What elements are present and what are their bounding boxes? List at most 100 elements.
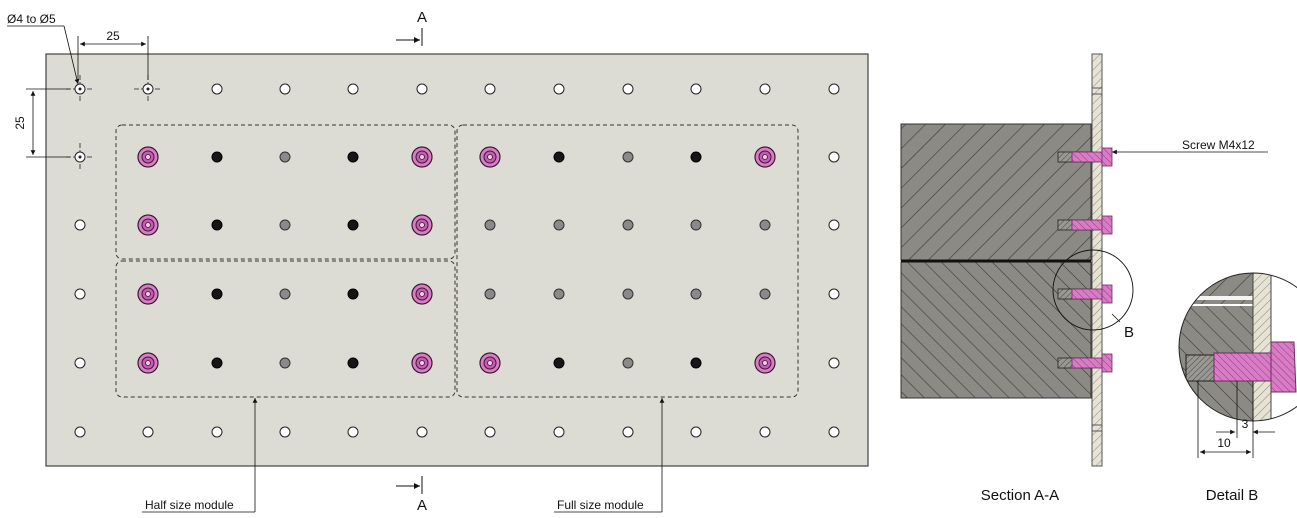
mounting-hole <box>142 426 154 438</box>
hole-diameter-note: Ø4 to Ø5 <box>7 12 56 26</box>
mounting-hole <box>416 83 428 95</box>
half-size-module-upper <box>115 124 456 260</box>
mounting-hole <box>74 426 86 438</box>
dimension-hole-diameter: Ø4 to Ø5 <box>7 12 80 85</box>
locating-hole <box>553 288 565 300</box>
threaded-hole <box>553 151 565 163</box>
threaded-hole <box>347 357 359 369</box>
mounting-hole <box>828 357 840 369</box>
mounting-hole <box>484 83 496 95</box>
locating-hole <box>279 151 291 163</box>
locating-hole <box>622 151 634 163</box>
locating-hole <box>690 288 702 300</box>
screw-head <box>137 283 159 305</box>
mounting-hole <box>828 219 840 231</box>
screw-head <box>411 283 433 305</box>
locating-hole <box>279 288 291 300</box>
dimension-vertical-pitch: 25 <box>13 88 70 158</box>
detail-screw-head <box>1270 341 1297 393</box>
half-size-module-callout: Half size module <box>142 398 258 513</box>
section-marker-bottom-label: A <box>417 497 427 514</box>
detail-screw-shank <box>1213 352 1275 382</box>
screw-label: Screw M4x12 <box>1182 138 1255 152</box>
threaded-hole <box>211 219 223 231</box>
threaded-hole <box>211 151 223 163</box>
mounting-hole <box>759 426 771 438</box>
mounting-hole <box>622 83 634 95</box>
section-view: B Screw M4x12 Section A-A <box>900 53 1268 504</box>
section-marker-top-label: A <box>417 9 427 26</box>
mounting-hole <box>690 83 702 95</box>
mounting-hole <box>74 357 86 369</box>
screw-head <box>411 214 433 236</box>
locating-hole <box>279 219 291 231</box>
mounting-hole <box>211 83 223 95</box>
locating-hole <box>622 357 634 369</box>
base-plate-section <box>1091 53 1103 467</box>
locating-hole <box>759 219 771 231</box>
vertical-pitch-value: 25 <box>13 116 27 130</box>
threaded-hole <box>690 151 702 163</box>
screw-head <box>411 146 433 168</box>
detail-view-title: Detail B <box>1206 487 1259 504</box>
threaded-hole <box>690 357 702 369</box>
mounting-hole <box>416 426 428 438</box>
section-screw <box>1057 353 1113 373</box>
detail-thread <box>1185 354 1217 382</box>
section-marker-top: A <box>396 9 427 46</box>
mounting-hole <box>690 426 702 438</box>
threaded-hole <box>553 357 565 369</box>
threaded-hole <box>211 357 223 369</box>
dimension-plate <box>1216 381 1275 438</box>
module-block-upper <box>900 123 1092 261</box>
mounting-hole <box>553 426 565 438</box>
mounting-hole <box>622 426 634 438</box>
threaded-hole <box>347 151 359 163</box>
locating-hole <box>759 288 771 300</box>
mounting-hole <box>74 219 86 231</box>
screw-head <box>411 352 433 374</box>
screw-head <box>137 352 159 374</box>
base-plate <box>45 53 869 467</box>
crosshair-hole <box>66 143 94 171</box>
threaded-hole <box>347 219 359 231</box>
locating-hole <box>484 288 496 300</box>
threaded-hole <box>211 288 223 300</box>
front-view: Ø4 to Ø5 25 25 A A <box>7 9 869 514</box>
mounting-hole <box>211 426 223 438</box>
section-screws <box>1057 147 1113 373</box>
section-screw <box>1057 284 1113 304</box>
mounting-hole <box>279 426 291 438</box>
screw-head <box>479 352 501 374</box>
half-size-module-lower <box>115 260 456 398</box>
section-screw <box>1057 215 1113 235</box>
hole-grid <box>66 75 840 438</box>
locating-hole <box>622 219 634 231</box>
locating-hole <box>690 219 702 231</box>
half-size-module-label: Half size module <box>145 498 234 512</box>
full-size-module-callout: Full size module <box>554 398 665 513</box>
locating-hole <box>484 219 496 231</box>
mounting-hole <box>828 288 840 300</box>
mounting-hole <box>828 151 840 163</box>
screw-head <box>137 214 159 236</box>
screw-head <box>754 352 776 374</box>
locating-hole <box>279 357 291 369</box>
module-block-lower <box>900 261 1092 399</box>
mounting-hole <box>828 83 840 95</box>
mounting-hole <box>74 288 86 300</box>
mounting-hole <box>279 83 291 95</box>
locating-hole <box>622 288 634 300</box>
plate-value: 3 <box>1242 417 1249 431</box>
crosshair-hole <box>66 75 94 103</box>
mounting-hole <box>347 83 359 95</box>
mounting-hole <box>828 426 840 438</box>
full-size-module <box>456 124 799 398</box>
mounting-hole <box>759 83 771 95</box>
mounting-hole <box>553 83 565 95</box>
detail-b-marker: B <box>1124 324 1134 341</box>
section-view-title: Section A-A <box>981 487 1059 504</box>
depth-value: 10 <box>1217 436 1231 450</box>
full-size-module-label: Full size module <box>557 498 644 512</box>
